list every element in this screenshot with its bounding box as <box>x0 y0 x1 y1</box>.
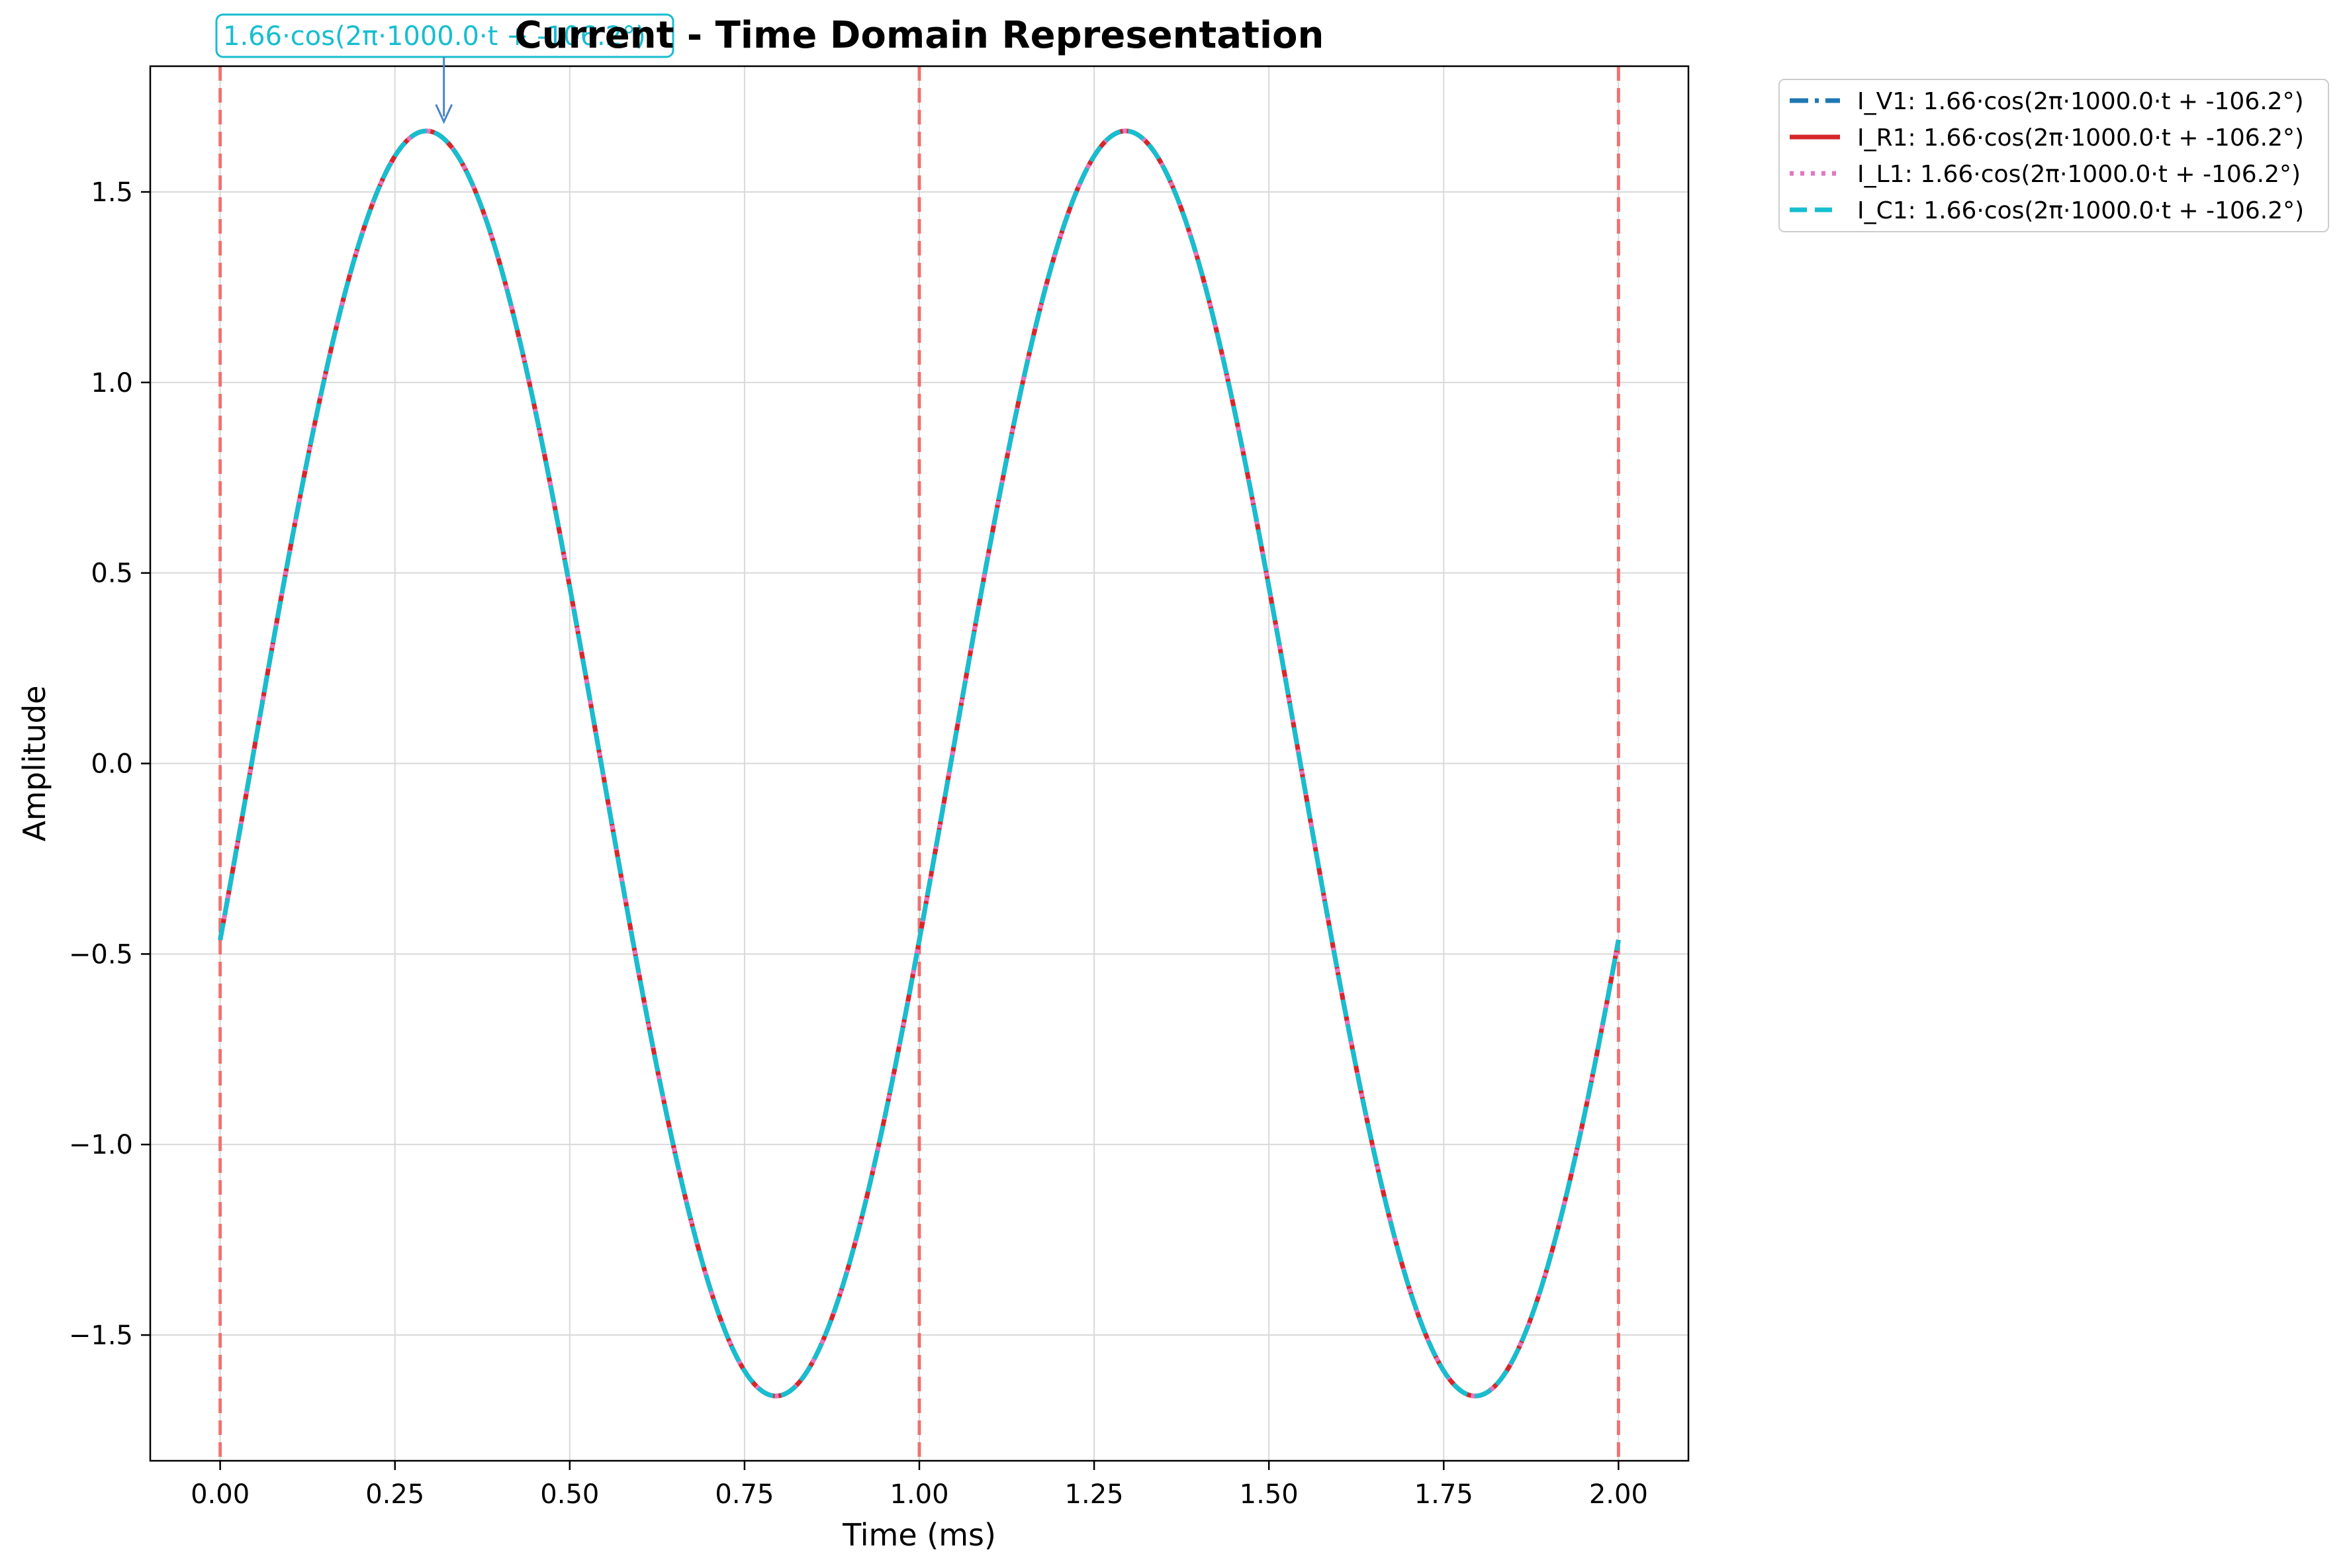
y-tick-label: 1.0 <box>91 368 133 398</box>
x-tick-label: 1.75 <box>1414 1479 1473 1510</box>
axis-ticks: 0.00 0.25 0.50 0.75 1.00 1.25 1.50 1.75 2.00 −1.5… <box>69 177 1648 1510</box>
legend-box <box>1778 79 2329 232</box>
x-axis-label: Time (ms) <box>842 1517 996 1553</box>
legend: I_V1: 1.66·cos(2π·1000.0·t + -106.2°) I_R… <box>1778 79 2329 232</box>
series-lines <box>218 128 1621 1399</box>
legend-label-1: I_V1: 1.66·cos(2π·1000.0·t + -106.2°) <box>1857 88 2304 115</box>
y-tick-label: −1.0 <box>69 1130 133 1160</box>
series-line-4 <box>218 128 1621 1399</box>
legend-label-4: I_C1: 1.66·cos(2π·1000.0·t + -106.2°) <box>1857 197 2304 224</box>
annotation-text: 1.66·cos(2π·1000.0·t + -106.2°) <box>223 21 646 52</box>
legend-label-3: I_L1: 1.66·cos(2π·1000.0·t + -106.2°) <box>1857 161 2301 188</box>
x-tick-label: 2.00 <box>1589 1479 1648 1510</box>
y-tick-label: 0.0 <box>91 749 133 780</box>
x-tick-label: 0.25 <box>365 1479 424 1510</box>
legend-label-2: I_R1: 1.66·cos(2π·1000.0·t + -106.2°) <box>1857 124 2304 152</box>
annotation-arrow-head <box>435 104 453 124</box>
x-tick-label: 1.25 <box>1065 1479 1124 1510</box>
peak-annotation: 1.66·cos(2π·1000.0·t + -106.2°) <box>215 13 674 124</box>
y-tick-label: −0.5 <box>69 939 133 970</box>
x-tick-label: 0.75 <box>715 1479 774 1510</box>
x-tick-label: 1.00 <box>890 1479 948 1510</box>
period-markers <box>218 66 1620 1461</box>
y-tick-label: 1.5 <box>91 177 133 208</box>
x-tick-label: 0.50 <box>540 1479 599 1510</box>
y-axis-label: Amplitude <box>17 686 52 842</box>
x-tick-label: 1.50 <box>1240 1479 1299 1510</box>
y-tick-label: 0.5 <box>91 559 133 589</box>
y-tick-label: −1.5 <box>69 1320 133 1351</box>
chart-title: Current - Time Domain Representation <box>515 14 1324 57</box>
x-tick-label: 0.00 <box>191 1479 250 1510</box>
